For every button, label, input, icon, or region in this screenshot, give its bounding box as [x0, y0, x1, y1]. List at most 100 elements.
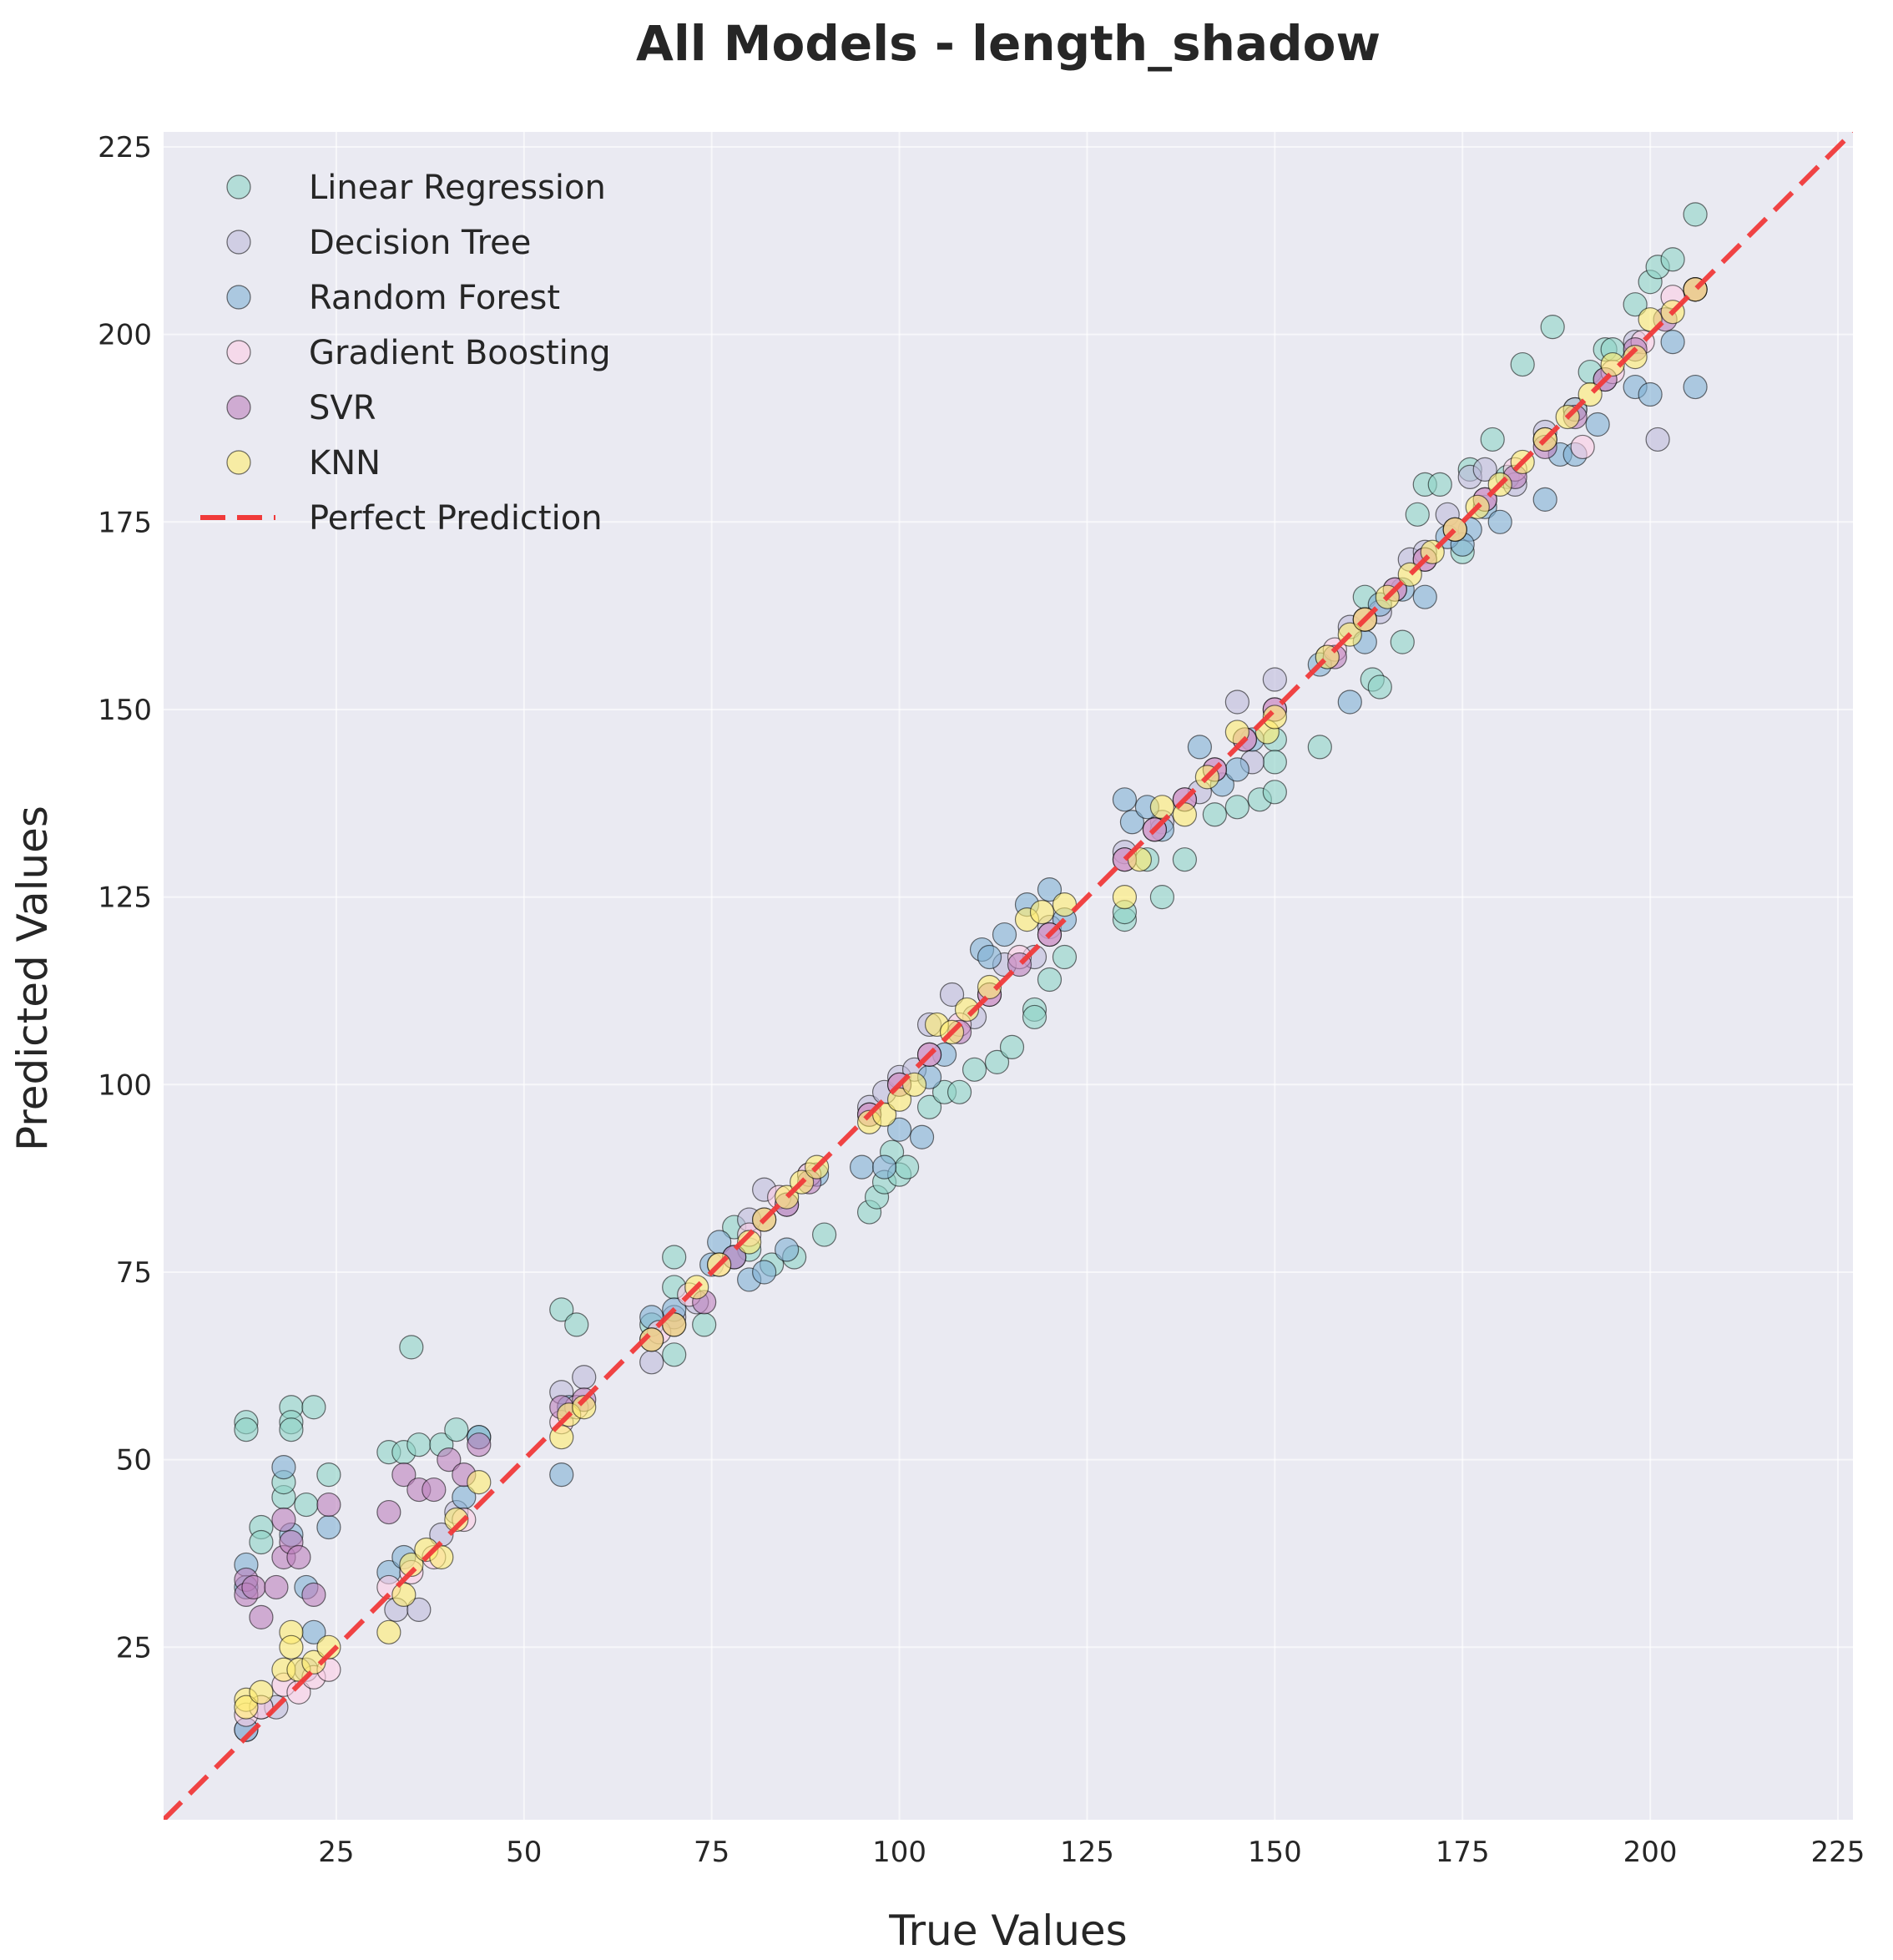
legend-marker: [226, 230, 251, 255]
data-point: [406, 1432, 432, 1457]
data-point: [444, 1507, 469, 1533]
data-point: [662, 1245, 687, 1270]
data-point: [1660, 247, 1685, 272]
data-point: [639, 1350, 664, 1375]
x-axis-label: True Values: [888, 1907, 1127, 1955]
data-point: [391, 1582, 416, 1608]
data-point: [406, 1597, 432, 1622]
data-point: [1262, 705, 1287, 730]
data-point: [234, 1417, 259, 1442]
data-point: [399, 1335, 424, 1360]
data-point: [775, 1237, 800, 1262]
data-point: [849, 1154, 875, 1180]
data-point: [1623, 345, 1648, 370]
data-point: [1487, 509, 1512, 534]
data-point: [1480, 427, 1505, 452]
data-point: [301, 1582, 326, 1608]
data-point: [241, 1574, 266, 1600]
data-point: [316, 1462, 341, 1488]
legend-marker: [226, 450, 251, 475]
legend-label: KNN: [309, 444, 381, 482]
legend-label: Decision Tree: [309, 224, 531, 262]
data-point: [1262, 750, 1287, 775]
data-point: [249, 1604, 274, 1629]
data-point: [286, 1544, 311, 1570]
data-point: [946, 1079, 972, 1104]
legend-marker: [226, 340, 251, 365]
data-point: [376, 1499, 401, 1525]
data-point: [1112, 885, 1138, 910]
data-point: [444, 1417, 469, 1442]
data-point: [1405, 502, 1430, 527]
legend-label: Linear Regression: [309, 169, 606, 207]
data-point: [316, 1634, 341, 1659]
data-point: [249, 1680, 274, 1705]
grid-lines: [164, 132, 1853, 1820]
data-point: [1412, 584, 1437, 609]
legend-label: Gradient Boosting: [309, 334, 611, 372]
data-point: [1540, 315, 1565, 340]
data-point: [662, 1342, 687, 1367]
data-point: [1052, 892, 1078, 917]
data-point: [1037, 877, 1063, 902]
data-point: [1187, 735, 1212, 760]
y-tick-label: 50: [116, 1444, 152, 1478]
data-point: [1638, 381, 1663, 407]
legend-label: SVR: [309, 389, 376, 427]
legend-marker: [226, 285, 251, 310]
data-point: [1029, 900, 1055, 925]
data-point: [572, 1395, 597, 1420]
data-point: [1149, 885, 1175, 910]
data-point: [1172, 847, 1197, 872]
data-point: [549, 1462, 574, 1488]
data-point: [737, 1230, 762, 1255]
legend-marker: [226, 174, 251, 200]
data-point: [467, 1432, 492, 1457]
data-point: [1119, 810, 1145, 835]
y-tick-label: 125: [98, 881, 152, 915]
x-tick-label: 225: [1811, 1836, 1865, 1869]
data-point: [399, 1552, 424, 1578]
data-point: [692, 1312, 717, 1337]
data-point: [249, 1529, 274, 1555]
data-point: [467, 1469, 492, 1495]
data-point: [294, 1492, 319, 1518]
data-point: [992, 922, 1017, 947]
data-point: [1683, 374, 1708, 400]
data-point: [1570, 434, 1595, 460]
y-tick-label: 25: [116, 1631, 152, 1664]
data-point: [984, 1049, 1010, 1074]
legend-label: Random Forest: [309, 279, 560, 317]
data-point: [916, 1094, 942, 1119]
data-point: [422, 1477, 447, 1503]
x-tick-label: 150: [1248, 1836, 1302, 1869]
y-tick-label: 150: [98, 694, 152, 727]
y-tick-label: 100: [98, 1068, 152, 1102]
x-tick-label: 100: [872, 1836, 926, 1869]
data-point: [909, 1124, 935, 1149]
data-point: [1262, 780, 1287, 805]
data-point: [279, 1417, 304, 1442]
data-point: [572, 1365, 597, 1390]
data-point: [752, 1260, 777, 1285]
data-point: [1532, 487, 1557, 512]
data-point: [271, 1455, 296, 1480]
data-point: [316, 1492, 341, 1518]
data-point: [639, 1327, 664, 1352]
data-point: [1022, 1004, 1047, 1030]
data-point: [1390, 629, 1415, 654]
tick-labels: 25 50 75 100 125 150 175 200 225 25 50 75 100 125 150 1…: [98, 131, 1865, 1869]
data-point: [1600, 351, 1625, 377]
data-point: [264, 1574, 289, 1600]
chart-title: All Models - length_shadow: [636, 15, 1381, 72]
data-point: [279, 1634, 304, 1659]
data-point: [1262, 667, 1287, 692]
x-tick-label: 25: [318, 1836, 354, 1869]
data-point: [1337, 690, 1362, 715]
legend-marker: [226, 395, 251, 420]
data-point: [1224, 690, 1249, 715]
x-tick-label: 75: [694, 1836, 729, 1869]
x-tick-label: 50: [506, 1836, 542, 1869]
data-point: [549, 1297, 574, 1322]
